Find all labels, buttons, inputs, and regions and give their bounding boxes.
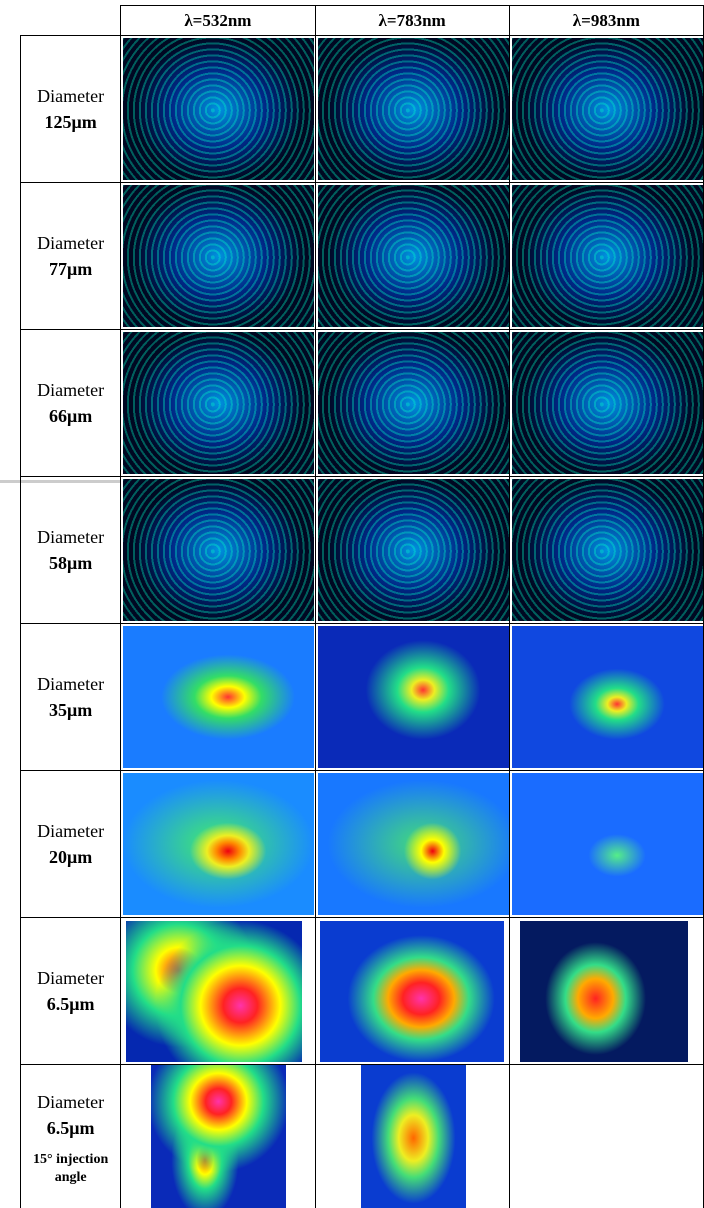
speckle-image [123, 773, 314, 915]
image-cell [315, 183, 509, 330]
image-cell [121, 330, 315, 477]
image-cell [121, 624, 315, 771]
speckle-image [318, 185, 509, 327]
image-cell [121, 183, 315, 330]
image-cell [315, 624, 509, 771]
speckle-image [320, 921, 504, 1062]
row-label: Diameter 6.5μm 15° injection angle [21, 1065, 121, 1208]
image-cell [121, 477, 315, 624]
image-cell [315, 477, 509, 624]
speckle-image [512, 626, 703, 768]
image-cell [315, 36, 509, 183]
speckle-image [126, 921, 302, 1062]
corner [21, 6, 121, 36]
column-header: λ=783nm [315, 6, 509, 36]
image-cell [509, 477, 703, 624]
image-cell [315, 918, 509, 1065]
diameter-label: Diameter [37, 1092, 104, 1112]
diameter-label: Diameter [37, 968, 104, 988]
diameter-label: Diameter [37, 821, 104, 841]
table-row: Diameter 58μm [21, 477, 704, 624]
size-label: 66μm [21, 403, 120, 429]
speckle-image [318, 38, 509, 180]
size-label: 58μm [21, 550, 120, 576]
speckle-image [512, 38, 703, 180]
speckle-image [123, 38, 314, 180]
injection-note: 15° injection angle [21, 1151, 120, 1187]
speckle-image [318, 773, 509, 915]
size-label: 35μm [21, 697, 120, 723]
column-header: λ=983nm [509, 6, 703, 36]
image-cell [315, 330, 509, 477]
image-cell [121, 1065, 315, 1208]
size-label: 77μm [21, 256, 120, 282]
image-cell [509, 36, 703, 183]
image-cell [121, 36, 315, 183]
row-label: Diameter 35μm [21, 624, 121, 771]
speckle-image [318, 479, 509, 621]
speckle-image [123, 479, 314, 621]
image-cell [509, 918, 703, 1065]
diameter-label: Diameter [37, 380, 104, 400]
speckle-image [151, 1065, 286, 1208]
image-cell [509, 624, 703, 771]
image-cell [121, 918, 315, 1065]
image-cell [315, 771, 509, 918]
table-row: Diameter 66μm [21, 330, 704, 477]
speckle-image [123, 626, 314, 768]
size-label: 6.5μm [21, 991, 120, 1017]
speckle-image [512, 479, 703, 621]
image-cell [121, 771, 315, 918]
column-header: λ=532nm [121, 6, 315, 36]
image-cell [315, 1065, 509, 1208]
size-label: 125μm [21, 109, 120, 135]
speckle-image [512, 185, 703, 327]
speckle-image [361, 1065, 466, 1208]
page: λ=532nmλ=783nmλ=983nmDiameter125μmDiamet… [0, 0, 704, 1208]
speckle-image [123, 185, 314, 327]
row-label: Diameter 66μm [21, 330, 121, 477]
row-label: Diameter 58μm [21, 477, 121, 624]
row-label: Diameter 77μm [21, 183, 121, 330]
row-label: Diameter 125μm [21, 36, 121, 183]
table-row: Diameter 6.5μm 15° injection angle [21, 1065, 704, 1208]
row-label: Diameter 6.5μm [21, 918, 121, 1065]
diameter-label: Diameter [37, 527, 104, 547]
speckle-image [123, 332, 314, 474]
diameter-label: Diameter [37, 674, 104, 694]
table-row: Diameter 35μm [21, 624, 704, 771]
image-cell [509, 1065, 703, 1208]
speckle-image [318, 332, 509, 474]
table-row: Diameter 77μm [21, 183, 704, 330]
image-cell [509, 771, 703, 918]
table-row: Diameter 125μm [21, 36, 704, 183]
size-label: 6.5μm [21, 1115, 120, 1141]
speckle-image [318, 626, 509, 768]
table-row: Diameter 20μm [21, 771, 704, 918]
diameter-label: Diameter [37, 86, 104, 106]
speckle-image [512, 773, 703, 915]
size-label: 20μm [21, 844, 120, 870]
speckle-image [512, 332, 703, 474]
table-row: Diameter 6.5μm [21, 918, 704, 1065]
diameter-label: Diameter [37, 233, 104, 253]
image-cell [509, 330, 703, 477]
speckle-image [520, 921, 688, 1062]
image-cell [509, 183, 703, 330]
row-label: Diameter 20μm [21, 771, 121, 918]
